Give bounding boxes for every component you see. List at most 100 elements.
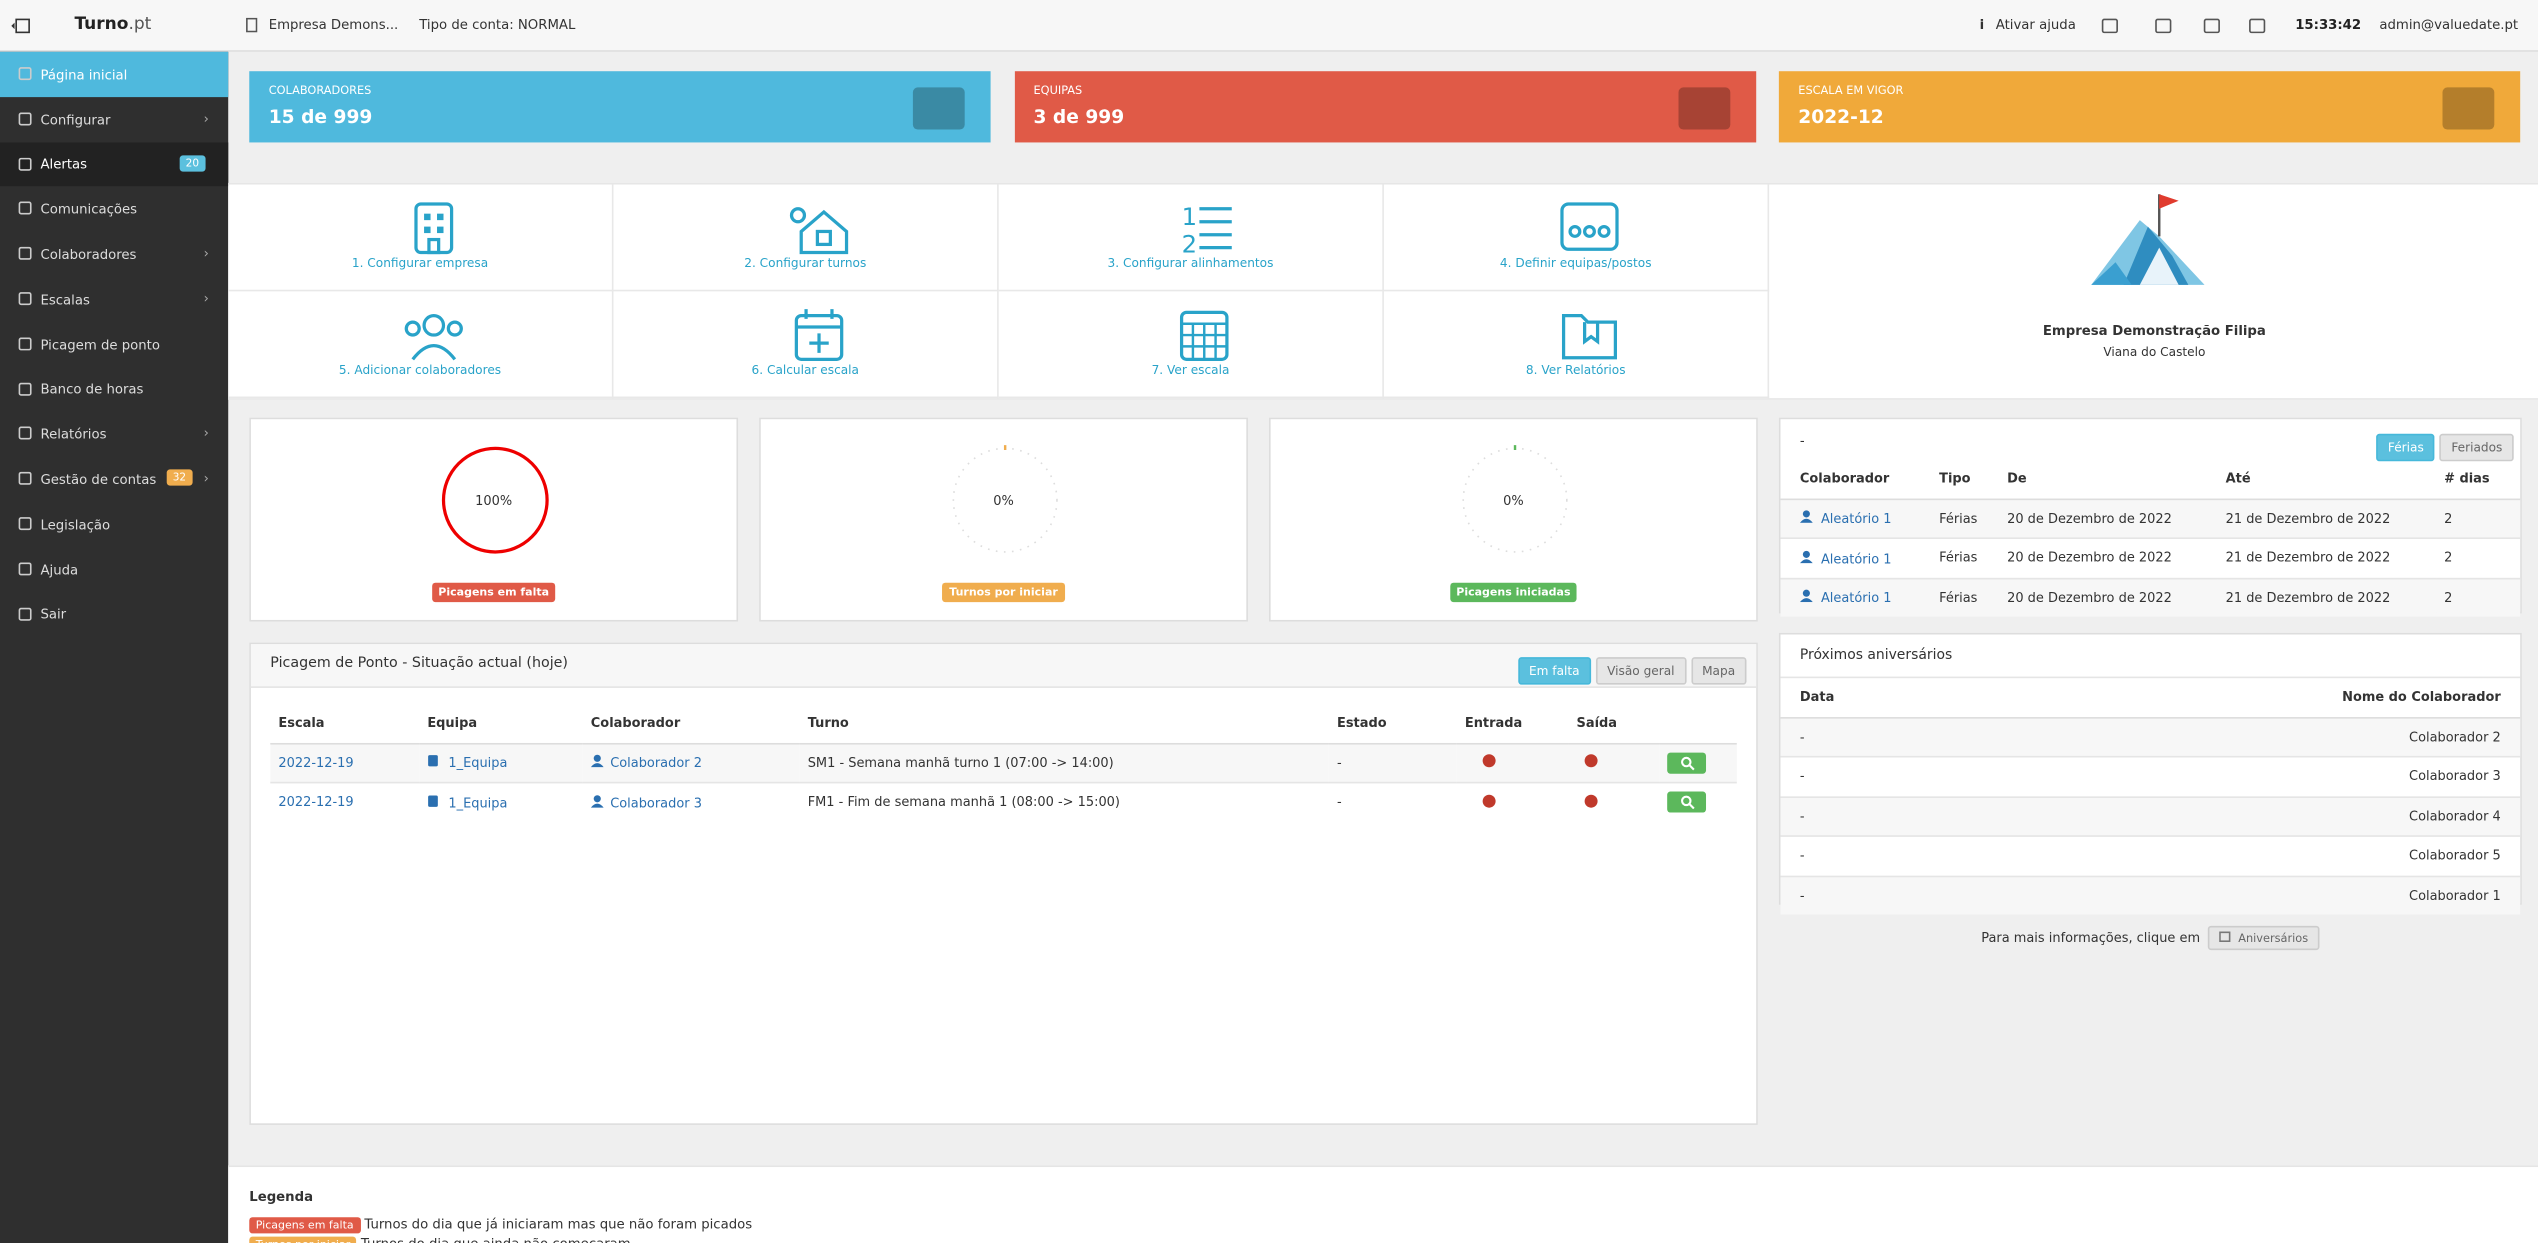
nav-item[interactable]: Picagem de ponto <box>0 322 228 367</box>
shortcut[interactable]: 1 2 3. Configurar alinhamentos <box>998 184 1384 292</box>
nav-label: Relatórios <box>40 426 107 443</box>
nav-item[interactable]: Gestão de contas 32 › <box>0 457 228 502</box>
brand: Turno.pt <box>74 15 151 34</box>
cell: 21 de Dezembro de 2022 <box>2217 577 2437 617</box>
filter-button[interactable]: Mapa <box>1690 657 1747 685</box>
cell: - <box>1780 795 1966 837</box>
gauge-card: 100% Picagens em falta <box>249 417 739 622</box>
gauge-ring <box>952 445 1058 553</box>
cell: Colaborador 2 <box>1965 716 2521 757</box>
exit-cell <box>1568 781 1660 822</box>
column-header: Colaborador <box>582 704 800 744</box>
icon <box>18 112 32 126</box>
person-icon <box>1799 590 1813 603</box>
help-toggle[interactable]: Ativar ajuda <box>1995 16 2076 33</box>
nav-label: Página inicial <box>40 66 128 83</box>
table-row: Aleatório 1 Férias 20 de Dezembro de 2022 2… <box>1780 577 2521 617</box>
birthdays-button[interactable]: Aniversários <box>2207 925 2320 951</box>
date-link[interactable]: 2022-12-19 <box>278 795 354 810</box>
top-bar: Turno.pt Empresa Demons... Tipo de conta: … <box>0 0 2538 52</box>
shortcut[interactable]: 8. Ver Relatórios <box>1383 291 1770 399</box>
toolbar-icon <box>2101 18 2118 34</box>
nav-item[interactable]: Relatórios › <box>0 412 228 457</box>
action-cell <box>1659 742 1737 783</box>
shortcut[interactable]: 4. Definir equipas/postos <box>1383 184 1770 292</box>
nav-item[interactable]: Sair <box>0 592 228 637</box>
nav-item[interactable]: Banco de horas <box>0 367 228 412</box>
cell: 2 <box>2436 497 2521 539</box>
employee-link[interactable]: Colaborador 3 <box>610 795 702 811</box>
table-row: 2022-12-19 1_Equipa Colaborador 2 SM1 - Sem… <box>270 742 1737 783</box>
cell: 2022-12-19 <box>270 742 420 783</box>
shortcut-icon: 12 <box>1182 202 1232 257</box>
shortcut-label: 1. Configurar empresa <box>351 255 489 271</box>
nav-item[interactable]: Comunicações <box>0 187 228 232</box>
nav-label: Colaboradores <box>40 246 137 263</box>
person-icon <box>590 755 604 768</box>
stat-label: ESCALA EM VIGOR <box>1798 84 1904 98</box>
employee-link[interactable]: Aleatório 1 <box>1820 511 1892 527</box>
person-icon <box>1799 510 1813 524</box>
icon <box>18 202 32 216</box>
icon <box>18 607 32 621</box>
stat-label: EQUIPAS <box>1033 84 1083 98</box>
shortcut[interactable]: 7. Ver escala <box>998 291 1384 399</box>
date-link[interactable]: 2022-12-19 <box>278 755 354 771</box>
icon <box>18 562 32 576</box>
company-logo <box>2091 194 2205 285</box>
cell: Colaborador 1 <box>1965 874 2521 915</box>
gauge-label: Picagens iniciadas <box>1271 582 1757 603</box>
search-button[interactable] <box>1667 791 1707 813</box>
tab-button[interactable]: Feriados <box>2439 433 2514 462</box>
shortcut[interactable]: 5. Adicionar colaboradores <box>228 291 614 399</box>
cell: 20 de Dezembro de 2022 <box>1998 577 2218 617</box>
gauge-card: 0% Picagens iniciadas <box>1268 417 1758 622</box>
nav-item[interactable]: Escalas › <box>0 277 228 322</box>
column-header: Estado <box>1328 704 1457 744</box>
shortcut-label: 2. Configurar turnos <box>744 255 867 271</box>
vacations-panel: - Férias Feriados Colaborador Tipo De Até # dia… <box>1778 417 2522 617</box>
status-dot <box>1584 754 1598 768</box>
shortcut[interactable]: 6. Calcular escala <box>613 291 999 399</box>
table-row: - Colaborador 3 <box>1780 755 2521 797</box>
team-link[interactable]: 1_Equipa <box>448 795 508 811</box>
nav-item[interactable]: Página inicial <box>0 51 229 97</box>
filter-button[interactable]: Visão geral <box>1595 657 1686 685</box>
icon <box>18 337 32 351</box>
column-header: Entrada <box>1456 704 1569 744</box>
table-header: Data Nome do Colaborador <box>1780 677 2521 718</box>
chevron: › <box>203 246 209 261</box>
filter-button[interactable]: Em falta <box>1517 657 1591 685</box>
cell: 2 <box>2436 577 2521 617</box>
gauge-label: Picagens em falta <box>251 582 737 603</box>
chevron: › <box>203 291 209 306</box>
gauge-value: 0% <box>1503 493 1524 509</box>
tab-button[interactable]: Férias <box>2376 433 2436 462</box>
status-label: Picagens iniciadas <box>1449 582 1578 603</box>
icon <box>18 157 32 171</box>
panel-title: - <box>1799 432 1805 449</box>
user-menu[interactable]: admin@valuedate.pt <box>2379 16 2519 33</box>
nav-item[interactable]: Legislação <box>0 502 228 547</box>
employee-link[interactable]: Colaborador 2 <box>610 756 702 771</box>
team-link[interactable]: 1_Equipa <box>448 756 508 771</box>
nav-item[interactable]: Configurar › <box>0 97 228 142</box>
search-button[interactable] <box>1667 752 1707 774</box>
shortcut-label: 3. Configurar alinhamentos <box>1107 255 1274 271</box>
shortcut[interactable]: 1. Configurar empresa <box>228 184 614 292</box>
shortcut-icon <box>414 202 454 255</box>
status-dot <box>1584 794 1598 808</box>
nav-item[interactable]: Ajuda <box>0 547 228 592</box>
svg-text:1: 1 <box>1182 202 1197 231</box>
nav-item[interactable]: Colaboradores › <box>0 232 228 277</box>
cell: SM1 - Semana manhã turno 1 (07:00 -> 14:… <box>799 742 1329 783</box>
shortcut[interactable]: 2. Configurar turnos <box>613 184 999 292</box>
entry-cell <box>1456 781 1569 822</box>
employee-link[interactable]: Aleatório 1 <box>1820 591 1892 606</box>
employee-link[interactable]: Aleatório 1 <box>1820 551 1892 567</box>
nav-item[interactable]: Alertas 20 <box>0 141 229 187</box>
legend-text: Turnos do dia que já iniciaram mas que n… <box>364 1215 753 1232</box>
nav-label: Comunicações <box>40 201 138 218</box>
vacations-table: Colaborador Tipo De Até # dias Aleatório 1 Fér… <box>1780 459 2521 617</box>
